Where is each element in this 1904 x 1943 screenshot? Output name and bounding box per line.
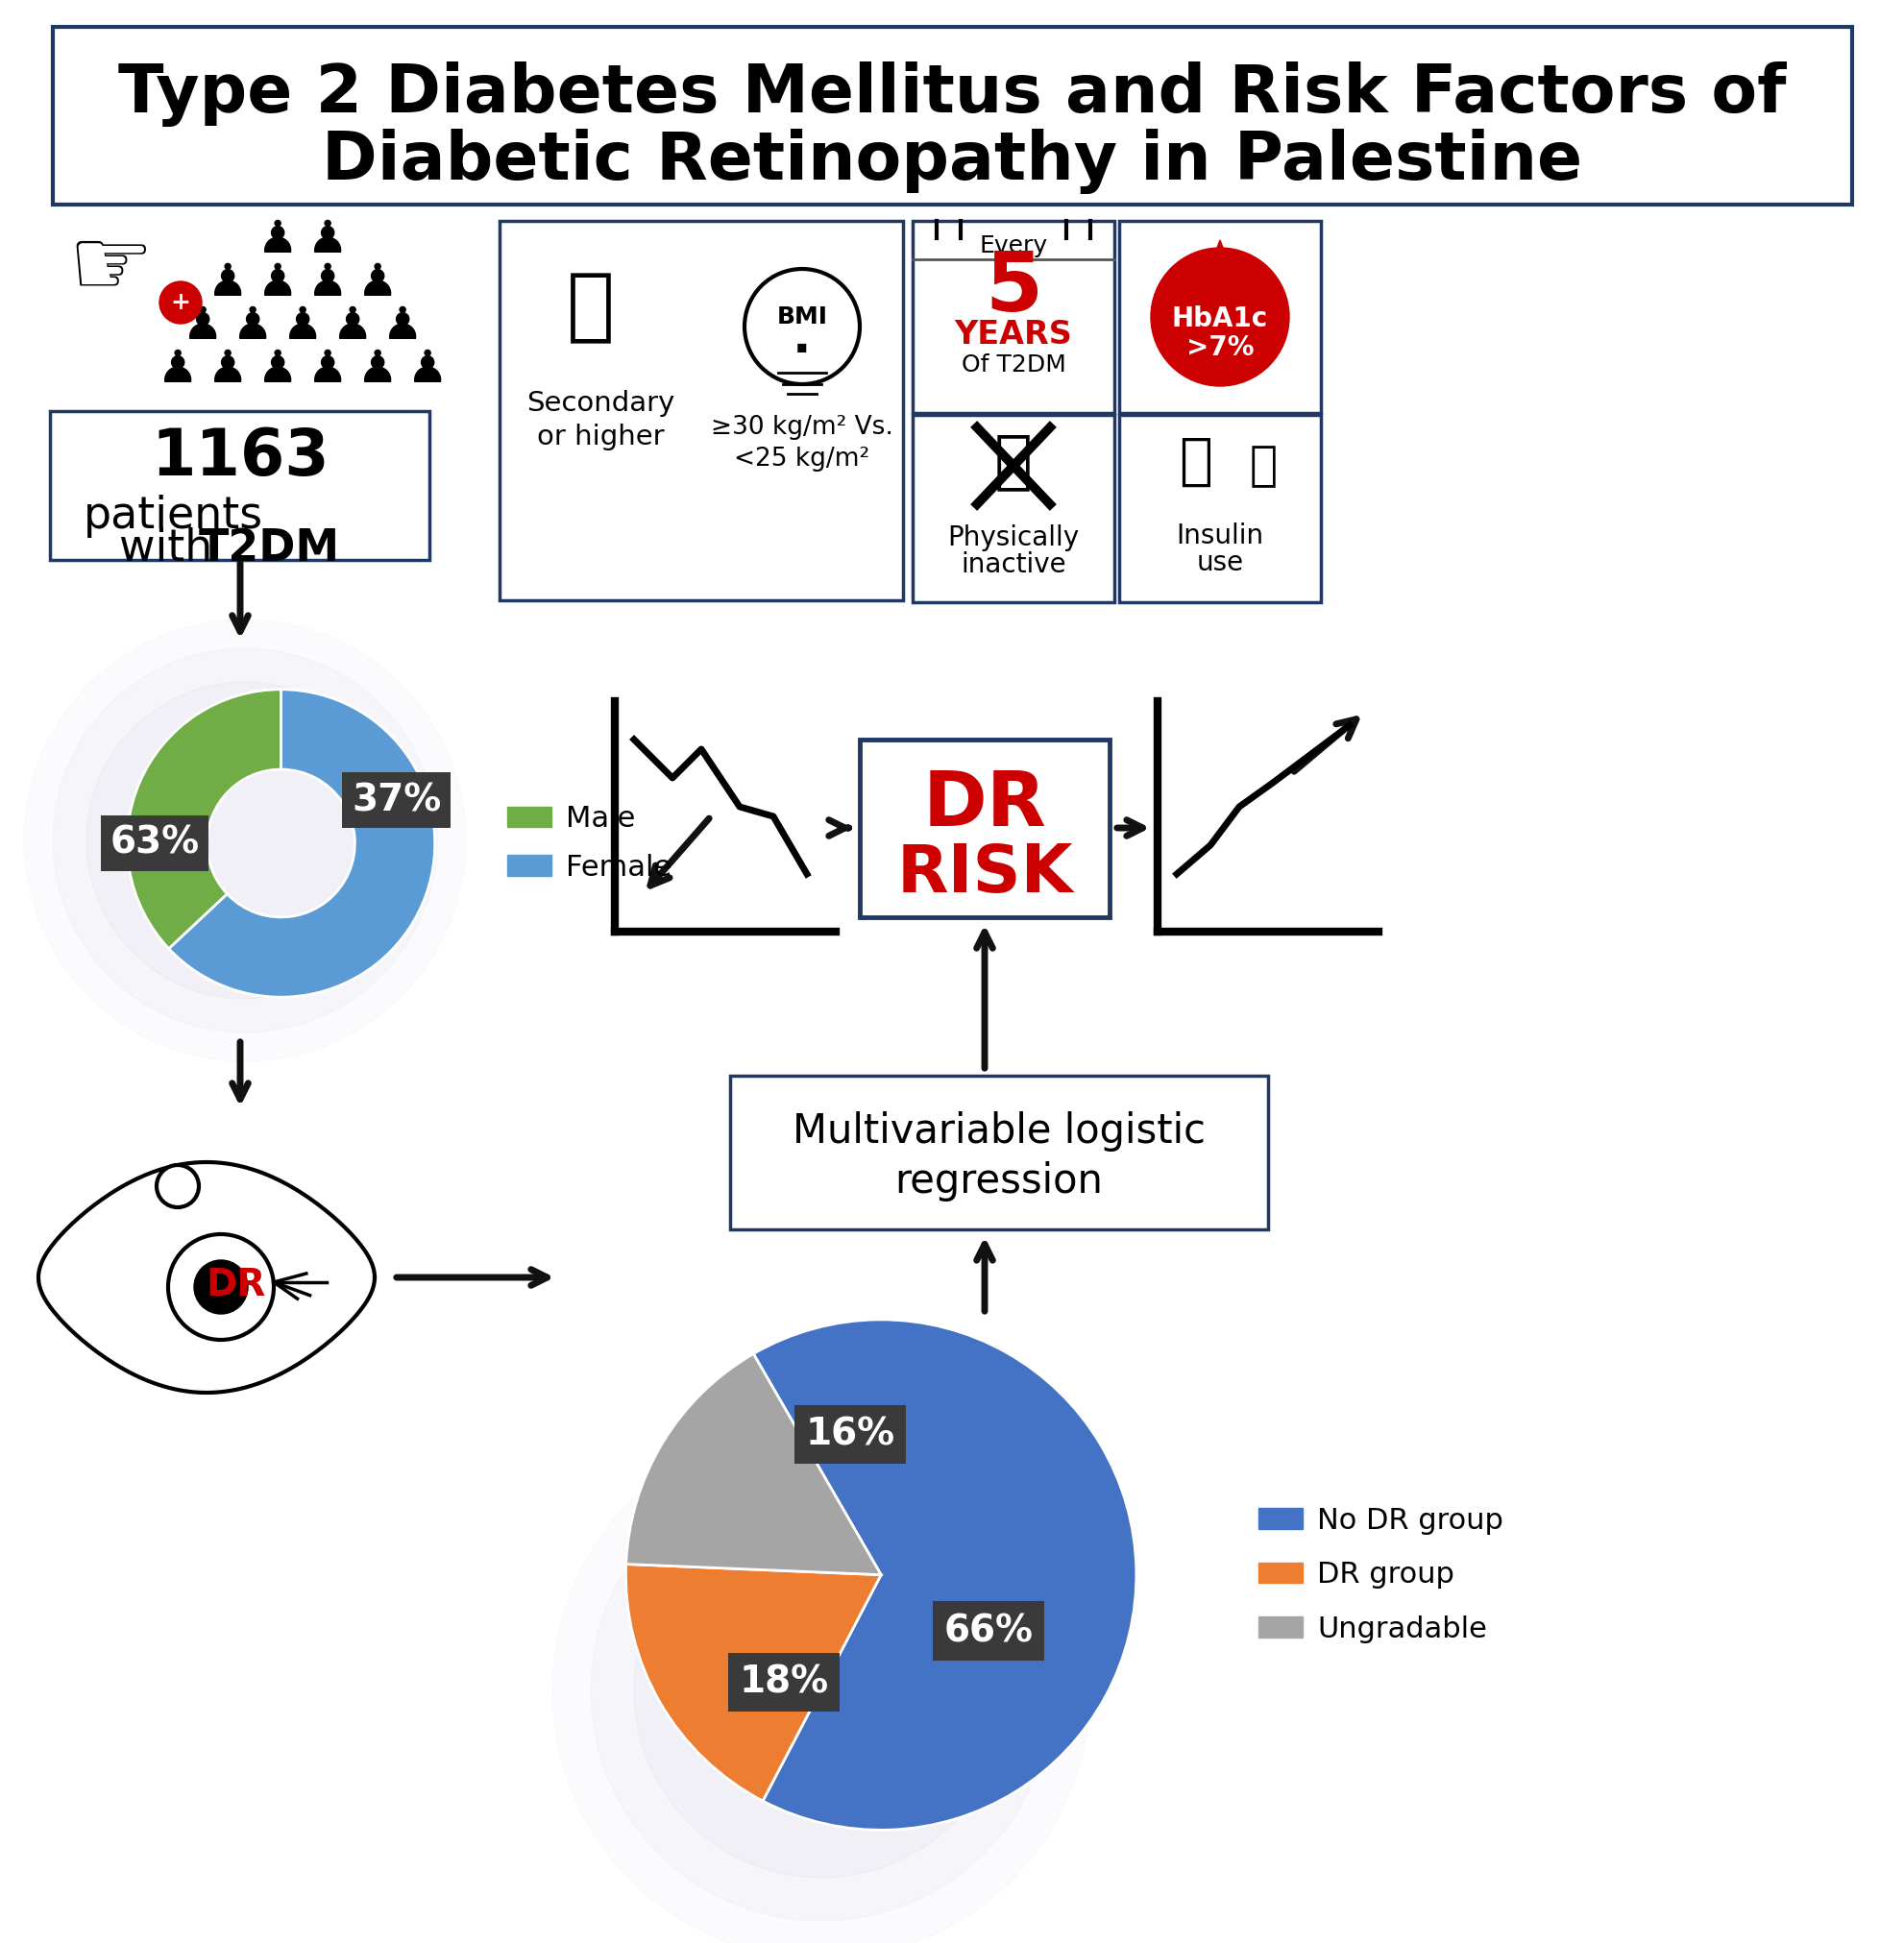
Text: 16%: 16%	[805, 1416, 895, 1453]
Wedge shape	[169, 690, 434, 997]
Text: patients: patients	[84, 494, 263, 538]
Text: 🎓: 🎓	[567, 268, 615, 346]
Text: ♟: ♟	[208, 262, 248, 305]
Circle shape	[634, 1504, 1009, 1877]
Text: ♟: ♟	[208, 348, 248, 391]
Text: 66%: 66%	[942, 1613, 1032, 1650]
Circle shape	[53, 649, 436, 1032]
Text: 63%: 63%	[110, 826, 200, 861]
Circle shape	[744, 268, 859, 385]
Legend: Male, Female: Male, Female	[495, 793, 684, 894]
Text: ♟: ♟	[307, 348, 348, 391]
Wedge shape	[128, 690, 282, 948]
Text: ♟: ♟	[232, 305, 272, 348]
FancyBboxPatch shape	[50, 412, 428, 560]
Text: +: +	[171, 291, 190, 315]
Text: 5: 5	[984, 249, 1041, 328]
Text: ♟: ♟	[383, 305, 423, 348]
Text: Secondary: Secondary	[526, 391, 674, 418]
Text: RISK: RISK	[897, 841, 1072, 905]
Text: Multivariable logistic: Multivariable logistic	[792, 1111, 1205, 1152]
Legend: No DR group, DR group, Ungradable: No DR group, DR group, Ungradable	[1245, 1494, 1514, 1655]
Text: with: with	[120, 527, 227, 569]
Text: Of T2DM: Of T2DM	[962, 354, 1064, 377]
Text: ♟: ♟	[257, 348, 297, 391]
Text: 🧪: 🧪	[1249, 443, 1276, 490]
FancyBboxPatch shape	[912, 416, 1114, 602]
Text: ♟: ♟	[257, 262, 297, 305]
FancyBboxPatch shape	[1118, 416, 1319, 602]
Text: YEARS: YEARS	[954, 319, 1072, 350]
Text: ♟: ♟	[158, 348, 198, 391]
Text: HbA1c: HbA1c	[1171, 305, 1268, 332]
Text: Physically: Physically	[946, 525, 1080, 552]
Text: 1163: 1163	[150, 426, 329, 490]
Text: ♟: ♟	[358, 348, 398, 391]
Text: ♟: ♟	[331, 305, 373, 348]
Text: BMI: BMI	[777, 305, 826, 328]
Text: ♟: ♟	[307, 262, 348, 305]
Circle shape	[168, 1234, 274, 1341]
Text: ♟: ♟	[358, 262, 398, 305]
FancyBboxPatch shape	[53, 27, 1851, 204]
Text: ◼: ◼	[796, 340, 807, 354]
Circle shape	[590, 1459, 1051, 1922]
Wedge shape	[752, 1319, 1137, 1830]
Text: T2DM: T2DM	[198, 527, 339, 569]
FancyBboxPatch shape	[859, 740, 1108, 917]
Circle shape	[160, 282, 202, 324]
Text: ♟: ♟	[257, 218, 297, 262]
Circle shape	[86, 682, 404, 999]
Text: 18%: 18%	[739, 1663, 828, 1700]
Text: 37%: 37%	[352, 781, 442, 818]
Text: >7%: >7%	[1186, 334, 1253, 361]
FancyBboxPatch shape	[729, 1076, 1268, 1230]
Text: Diabetic Retinopathy in Palestine: Diabetic Retinopathy in Palestine	[322, 128, 1582, 194]
FancyBboxPatch shape	[912, 222, 1114, 414]
Circle shape	[1150, 249, 1289, 387]
Text: DR: DR	[922, 767, 1045, 843]
Text: use: use	[1196, 550, 1243, 577]
Text: regression: regression	[895, 1162, 1102, 1201]
Wedge shape	[626, 1354, 880, 1574]
Text: 💉: 💉	[1179, 433, 1213, 488]
Text: ☞: ☞	[67, 222, 154, 315]
Text: inactive: inactive	[960, 552, 1066, 579]
Text: ≥30 kg/m² Vs.: ≥30 kg/m² Vs.	[710, 416, 893, 439]
Polygon shape	[1190, 241, 1249, 317]
Text: ♟: ♟	[407, 348, 447, 391]
Text: Insulin: Insulin	[1175, 523, 1262, 550]
Text: ♟: ♟	[183, 305, 223, 348]
Text: ♟: ♟	[307, 218, 348, 262]
Text: 🏃: 🏃	[994, 429, 1032, 494]
FancyBboxPatch shape	[1118, 222, 1319, 414]
Text: <25 kg/m²: <25 kg/m²	[733, 447, 870, 472]
Text: DR: DR	[206, 1267, 265, 1304]
Text: Every: Every	[979, 235, 1047, 256]
Text: ♟: ♟	[282, 305, 324, 348]
Text: or higher: or higher	[537, 424, 664, 451]
Circle shape	[194, 1261, 248, 1313]
FancyBboxPatch shape	[499, 222, 902, 600]
Text: Type 2 Diabetes Mellitus and Risk Factors of: Type 2 Diabetes Mellitus and Risk Factor…	[118, 62, 1786, 126]
Wedge shape	[626, 1564, 880, 1801]
Circle shape	[156, 1166, 198, 1207]
